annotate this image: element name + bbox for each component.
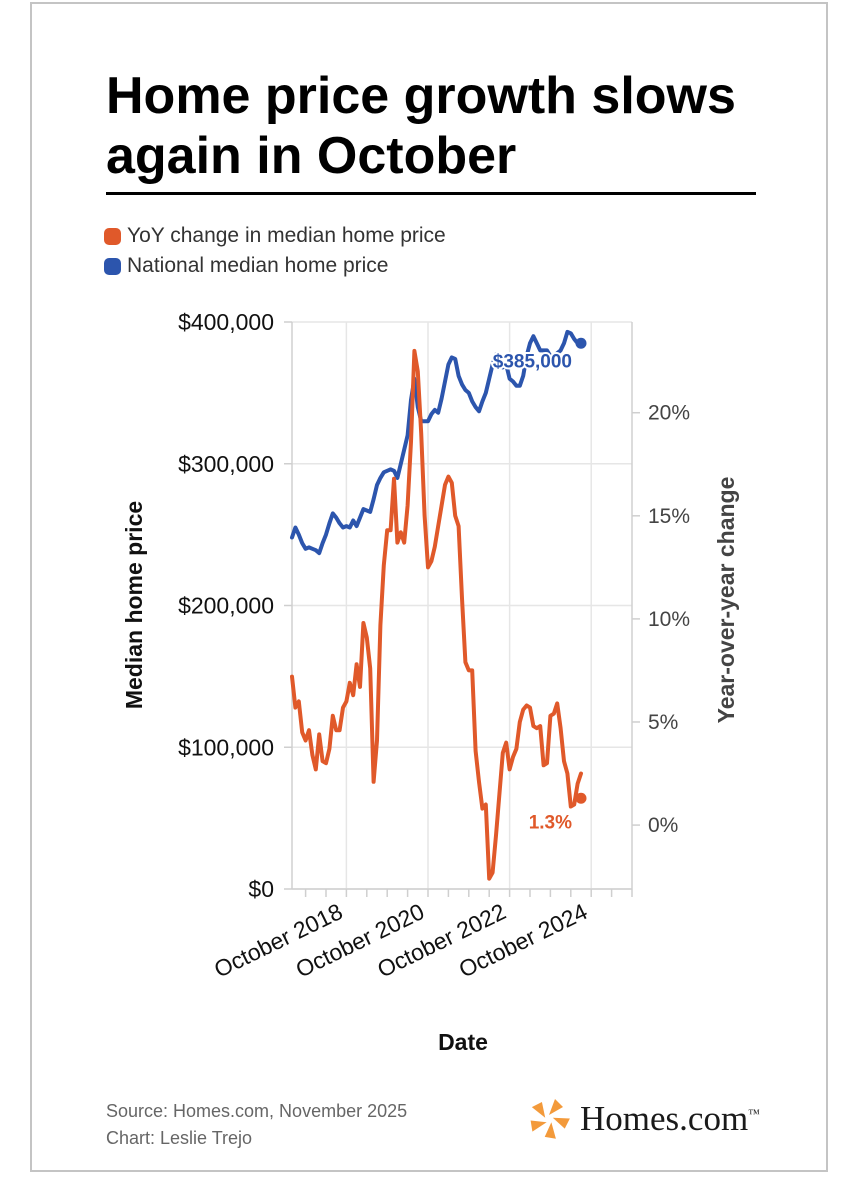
homes-logo-icon: [530, 1099, 570, 1139]
source-note: Source: Homes.com, November 2025: [106, 1101, 408, 1121]
homes-logo-text: Homes.com™: [580, 1099, 760, 1138]
y-right-tick-label: 5%: [648, 711, 678, 734]
chart-card: [30, 2, 828, 1172]
y-right-tick-label: 0%: [648, 814, 678, 837]
series-end-label-median-price: $385,000: [493, 351, 572, 372]
legend-item-median-price: National median home price: [104, 251, 446, 281]
legend-swatch-median-price: [104, 257, 121, 275]
x-axis-title: Date: [438, 1029, 488, 1055]
legend-label-yoy: YoY change in median home price: [127, 224, 446, 247]
series-end-label-yoy-change: 1.3%: [529, 812, 572, 833]
chart-footer: Source: Homes.com, November 2025 Chart: …: [106, 1098, 407, 1152]
y-left-tick-label: $200,000: [178, 593, 274, 619]
logo-petal: [549, 1099, 563, 1115]
legend-item-yoy: YoY change in median home price: [104, 221, 446, 251]
legend-label-median-price: National median home price: [127, 254, 389, 277]
series-endpoint-median-price: [575, 337, 587, 349]
series-endpoint-yoy-change: [575, 792, 587, 804]
y-left-tick-label: $300,000: [178, 451, 274, 477]
y-left-tick-label: $400,000: [178, 309, 274, 335]
series-line-yoy-change: [290, 348, 583, 881]
logo-petal: [531, 1101, 546, 1118]
y-left-tick-label: $0: [248, 876, 274, 902]
chart-credit: Chart: Leslie Trejo: [106, 1128, 253, 1148]
y-right-tick-label: 10%: [648, 608, 690, 631]
series-layer: [290, 329, 587, 881]
y-left-tick-label: $100,000: [178, 734, 274, 760]
y-left-axis-title: Median home price: [121, 501, 147, 709]
y-right-tick-label: 15%: [648, 505, 690, 528]
title-divider: [106, 192, 756, 195]
chart-title: Home price growth slows again in October: [106, 67, 736, 185]
labels-layer: $385,000 1.3%: [491, 349, 574, 835]
logo-petal: [530, 1120, 547, 1132]
y-right-axis-title: Year-over-year change: [713, 477, 739, 724]
legend-swatch-yoy: [104, 227, 121, 245]
logo-petal: [544, 1122, 556, 1139]
homes-logo: Homes.com™: [526, 1096, 760, 1142]
logo-petal: [552, 1117, 570, 1129]
series-line-median-price: [290, 329, 583, 556]
y-right-tick-label: 20%: [648, 402, 690, 425]
chart-legend: YoY change in median home price National…: [104, 221, 446, 281]
